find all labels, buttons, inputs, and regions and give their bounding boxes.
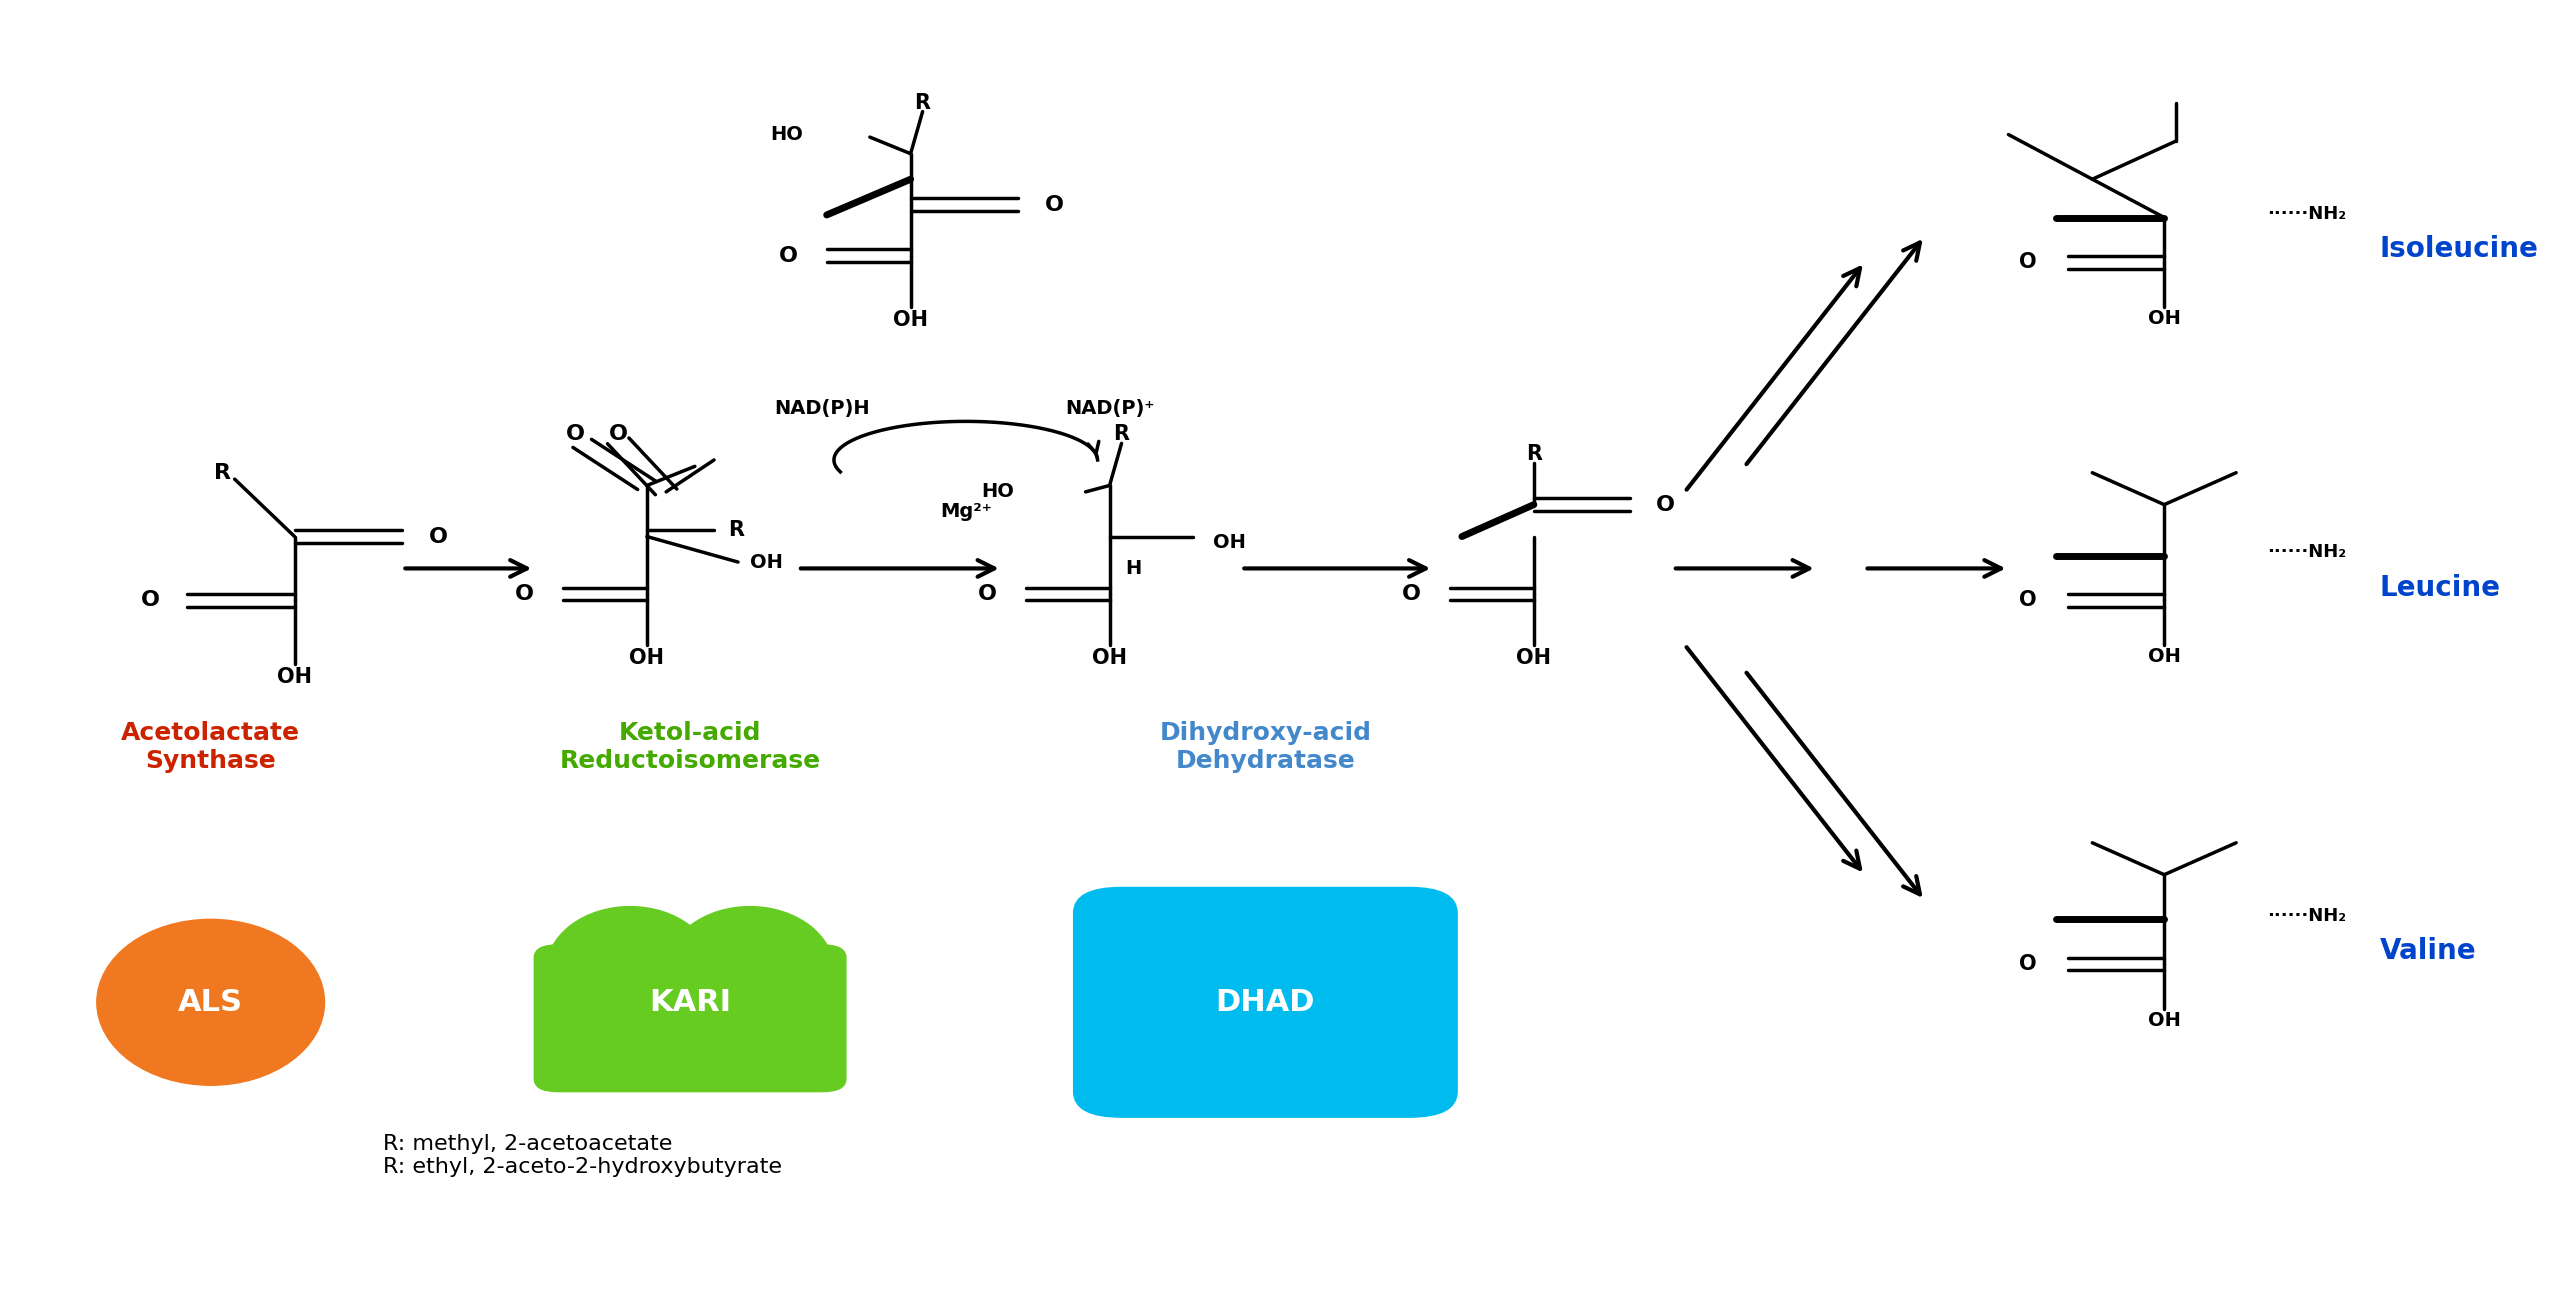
Text: Ketol-acid
Reductoisomerase: Ketol-acid Reductoisomerase: [558, 721, 821, 773]
Text: O: O: [2020, 591, 2037, 610]
Text: R: R: [1114, 424, 1130, 445]
Text: Valine: Valine: [2379, 938, 2476, 965]
Text: OH: OH: [2147, 1010, 2180, 1029]
Text: R: R: [214, 463, 232, 482]
Text: O: O: [428, 526, 449, 547]
Text: O: O: [1655, 494, 1675, 515]
Ellipse shape: [546, 907, 714, 1035]
Text: Leucine: Leucine: [2379, 574, 2502, 601]
Text: OH: OH: [630, 648, 666, 668]
Ellipse shape: [666, 907, 834, 1035]
Text: ······NH₂: ······NH₂: [2267, 907, 2346, 925]
Text: Isoleucine: Isoleucine: [2379, 235, 2540, 263]
Text: KARI: KARI: [650, 988, 732, 1017]
Text: HO: HO: [982, 482, 1015, 502]
Text: ······NH₂: ······NH₂: [2267, 205, 2346, 223]
Text: DHAD: DHAD: [1216, 988, 1316, 1017]
Text: R: methyl, 2-acetoacetate
R: ethyl, 2-aceto-2-hydroxybutyrate: R: methyl, 2-acetoacetate R: ethyl, 2-ac…: [382, 1134, 783, 1176]
Text: O: O: [977, 584, 997, 604]
Text: O: O: [2020, 252, 2037, 272]
Text: O: O: [566, 424, 584, 445]
Text: NAD(P)H: NAD(P)H: [775, 400, 870, 418]
Ellipse shape: [97, 920, 324, 1085]
Text: Dihydroxy-acid
Dehydratase: Dihydroxy-acid Dehydratase: [1160, 721, 1372, 773]
Text: OH: OH: [1091, 648, 1127, 668]
Text: ······NH₂: ······NH₂: [2267, 543, 2346, 561]
Text: O: O: [1402, 584, 1420, 604]
Text: R: R: [915, 93, 931, 112]
Text: O: O: [1046, 195, 1063, 214]
Text: H: H: [1125, 559, 1142, 578]
Text: OH: OH: [750, 552, 783, 571]
Text: Mg²⁺: Mg²⁺: [941, 502, 992, 520]
Text: OH: OH: [2147, 308, 2180, 328]
Text: OH: OH: [1517, 648, 1550, 668]
Text: OH: OH: [278, 667, 311, 686]
Text: O: O: [515, 584, 533, 604]
Text: O: O: [2020, 955, 2037, 974]
Text: OH: OH: [892, 310, 928, 329]
Text: HO: HO: [770, 125, 803, 144]
Text: O: O: [140, 591, 161, 610]
FancyBboxPatch shape: [1074, 888, 1456, 1117]
Text: OH: OH: [2147, 648, 2180, 666]
Text: ALS: ALS: [179, 988, 242, 1017]
Text: R: R: [1525, 444, 1543, 463]
Text: O: O: [778, 246, 798, 266]
Text: OH: OH: [1214, 533, 1244, 552]
Text: R: R: [727, 520, 745, 541]
Text: NAD(P)⁺: NAD(P)⁺: [1066, 400, 1155, 418]
Text: O: O: [609, 424, 627, 445]
Text: Acetolactate
Synthase: Acetolactate Synthase: [122, 721, 301, 773]
FancyBboxPatch shape: [536, 944, 847, 1091]
